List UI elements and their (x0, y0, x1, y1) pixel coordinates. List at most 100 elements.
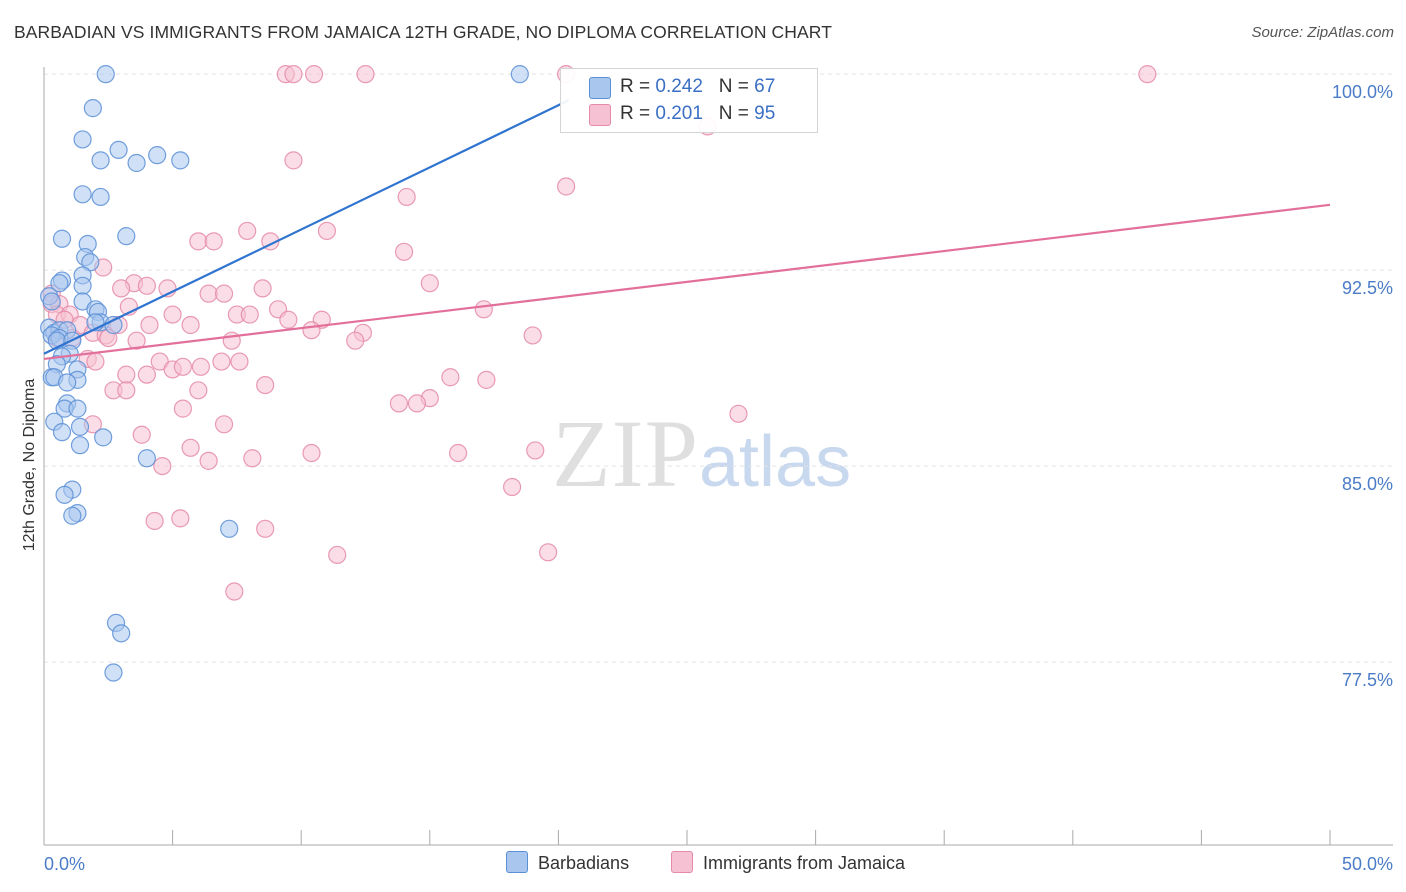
jamaica-point (279, 310, 298, 329)
y-tick-label: 92.5% (1342, 278, 1393, 298)
barbadian-point (70, 436, 90, 455)
jamaica-point (397, 187, 416, 207)
jamaica-point (173, 399, 192, 418)
jamaica-point (199, 284, 218, 303)
jamaica-point (145, 511, 164, 531)
barbadian-point (83, 99, 102, 118)
barbadian-point (42, 292, 61, 311)
jamaica-point (112, 279, 131, 298)
jamaica-point (181, 315, 200, 335)
barbadian-point (50, 274, 69, 293)
barbadian-point (171, 151, 190, 170)
legend-text-jamaica: R = 0.201 N = 95 (620, 103, 776, 124)
watermark-zip: ZIP (552, 400, 699, 507)
jamaica-point (253, 279, 272, 298)
bottom-legend-label-jamaica: Immigrants from Jamaica (703, 853, 906, 873)
barbadian-point (148, 146, 167, 165)
jamaica-point (199, 451, 218, 470)
barbadian-point (117, 227, 136, 246)
jamaica-point (204, 232, 223, 251)
jamaica-point (526, 441, 545, 460)
barbadian-point (94, 428, 113, 447)
jamaica-point (137, 276, 156, 295)
correlation-legend: R = 0.242 N = 67 R = 0.201 N = 95 (560, 68, 818, 133)
jamaica-point (346, 331, 365, 350)
legend-swatch-blue (589, 77, 611, 99)
jamaica-point (137, 365, 156, 384)
bottom-legend-barbadians: Barbadians (506, 851, 629, 874)
x-tick-label-max: 50.0% (1342, 854, 1393, 874)
jamaica-point (317, 221, 337, 241)
barbadian-point (55, 485, 74, 504)
jamaica-point (729, 404, 748, 423)
jamaica-point (557, 177, 576, 196)
jamaica-point (212, 352, 231, 371)
barbadian-point (137, 449, 156, 468)
jamaica-point (132, 425, 151, 444)
gridlines (44, 73, 1393, 663)
barbadian-point (68, 399, 87, 418)
jamaica-point (163, 305, 182, 324)
jamaica-point (140, 315, 159, 335)
jamaica-point (256, 519, 275, 538)
jamaica-point (389, 394, 409, 413)
jamaica-point (503, 477, 522, 497)
jamaica-point (523, 326, 542, 345)
jamaica-point (477, 370, 496, 389)
jamaica-point (171, 509, 190, 528)
jamaica-point (127, 331, 146, 350)
jamaica-point (243, 449, 262, 468)
x-tick-label-min: 0.0% (44, 854, 85, 874)
jamaica-point (328, 545, 347, 565)
barbadian-point (510, 65, 529, 84)
jamaica-point (1138, 65, 1157, 84)
barbadian-point (220, 519, 239, 538)
legend-text-barbadians: R = 0.242 N = 67 (620, 76, 776, 97)
bottom-legend-label-barbadians: Barbadians (538, 853, 630, 873)
y-tick-label: 85.0% (1342, 474, 1393, 494)
barbadian-point (63, 506, 82, 525)
legend-swatch-pink (589, 104, 611, 126)
barbadian-point (96, 65, 115, 84)
barbadian-point (91, 187, 110, 207)
watermark-atlas: atlas (699, 422, 852, 502)
barbadian-point (73, 130, 92, 149)
jamaica-point (284, 151, 303, 170)
jamaica-point (302, 443, 321, 463)
jamaica-point (191, 357, 210, 376)
jamaica-point (448, 443, 468, 463)
jamaica-point (238, 221, 257, 241)
jamaica-point (214, 415, 234, 434)
jamaica-point (304, 65, 324, 84)
barbadian-point (70, 417, 90, 437)
jamaica-point (356, 65, 375, 84)
barbadian-point (112, 624, 131, 643)
jamaica-point (117, 381, 136, 400)
barbadian-point (58, 373, 77, 392)
trend-line-jamaica (43, 203, 1331, 361)
jamaica-point (394, 242, 414, 261)
axes (43, 67, 1393, 846)
y-tick-label: 77.5% (1342, 670, 1393, 690)
jamaica-point (181, 438, 200, 457)
jamaica-point (420, 274, 439, 293)
jamaica-point (474, 300, 493, 319)
tick-labels: 77.5% 85.0% 92.5% 100.0% 0.0% 50.0% (44, 82, 1393, 874)
barbadian-point (127, 153, 146, 173)
data-points (40, 65, 1157, 682)
trend-line-barbadians (43, 99, 570, 355)
barbadian-point (73, 276, 92, 295)
barbadian-point (91, 151, 110, 170)
barbadian-point (109, 140, 128, 160)
barbadian-point (52, 423, 72, 442)
jamaica-point (284, 65, 303, 84)
jamaica-point (240, 305, 259, 324)
jamaica-point (230, 352, 249, 371)
bottom-legend-jamaica: Immigrants from Jamaica (671, 851, 905, 874)
jamaica-point (117, 365, 136, 384)
jamaica-point (189, 381, 208, 400)
jamaica-point (153, 456, 172, 476)
jamaica-point (86, 352, 105, 371)
y-tick-label: 100.0% (1332, 82, 1393, 102)
